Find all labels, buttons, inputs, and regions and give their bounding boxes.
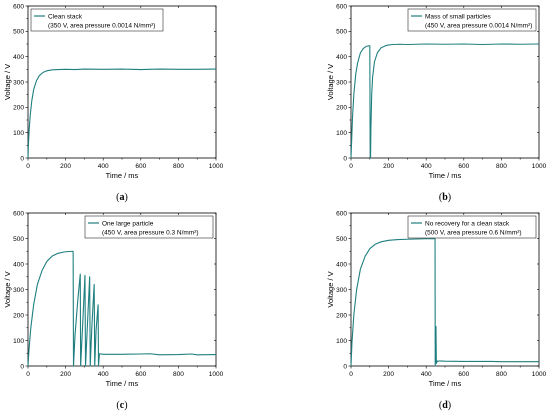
y-tick-label: 200: [13, 312, 24, 319]
x-tick-label: 1000: [209, 163, 224, 170]
x-tick-label: 1000: [532, 371, 547, 378]
y-tick-label: 400: [13, 261, 24, 268]
x-tick-label: 600: [458, 163, 469, 170]
x-tick-label: 600: [135, 371, 146, 378]
series-line: [350, 43, 540, 159]
y-tick-label: 400: [13, 54, 24, 61]
panel-label: (a): [116, 192, 128, 203]
y-tick-label: 300: [336, 79, 347, 86]
y-tick-label: 200: [336, 312, 347, 319]
panel-label: (c): [116, 400, 127, 411]
x-tick-label: 800: [496, 163, 507, 170]
y-tick-label: 400: [336, 261, 347, 268]
x-tick-label: 400: [421, 371, 432, 378]
y-tick-label: 100: [336, 338, 347, 345]
panel-label-open: (: [116, 400, 120, 411]
x-tick-label: 800: [496, 371, 507, 378]
legend-box: [30, 8, 164, 32]
y-tick-label: 0: [20, 155, 24, 162]
panel-label-close: ): [448, 192, 451, 203]
y-tick-label: 100: [13, 338, 24, 345]
legend-box: [407, 215, 537, 239]
x-tick-label: 600: [135, 163, 146, 170]
x-axis-title: Time / ms: [106, 171, 139, 180]
x-tick-label: 1000: [532, 163, 547, 170]
y-tick-label: 500: [13, 29, 24, 36]
panel-label-letter: b: [442, 192, 448, 203]
chart-panel-b: 0 200 400 600 800 10000100200300400500600Time…: [326, 3, 547, 203]
x-tick-label: 0: [26, 163, 30, 170]
legend-series-subtitle: (500 V, area pressure 0.6 N/mm²): [425, 229, 522, 236]
x-tick-label: 400: [98, 163, 109, 170]
x-tick-label: 200: [60, 163, 71, 170]
panel-label-open: (: [439, 400, 443, 411]
y-tick-label: 500: [336, 29, 347, 36]
y-tick-label: 600: [336, 210, 347, 217]
series-line: [27, 250, 217, 367]
y-tick-label: 200: [336, 105, 347, 112]
x-axis-title: Time / ms: [429, 171, 462, 180]
y-tick-label: 200: [13, 105, 24, 112]
y-tick-label: 500: [13, 236, 24, 243]
legend-series-subtitle: (450 V, area pressure 0.3 N/mm²): [102, 229, 199, 236]
x-tick-label: 600: [458, 371, 469, 378]
y-tick-label: 300: [336, 287, 347, 294]
y-tick-label: 300: [13, 79, 24, 86]
y-axis-title: Voltage / V: [326, 271, 335, 307]
panel-label-letter: a: [120, 192, 125, 203]
panel-label-open: (: [116, 192, 120, 203]
series-line: [27, 68, 217, 159]
panel-label-open: (: [439, 192, 443, 203]
panel-label-letter: d: [442, 400, 448, 411]
legend-series-name: One large particle: [102, 220, 154, 227]
y-axis-title: Voltage / V: [3, 271, 12, 307]
x-tick-label: 400: [98, 371, 109, 378]
y-axis-title: Voltage / V: [326, 64, 335, 100]
y-tick-label: 0: [343, 155, 347, 162]
y-tick-label: 400: [336, 54, 347, 61]
panel-label-close: ): [125, 192, 128, 203]
legend-series-name: No recovery for a clean stack: [425, 220, 510, 227]
legend-box: [407, 8, 537, 32]
x-axis-title: Time / ms: [106, 379, 139, 388]
y-tick-label: 600: [336, 3, 347, 10]
x-tick-label: 1000: [209, 371, 224, 378]
y-tick-label: 0: [343, 363, 347, 370]
legend-series-name: Mass of small particles: [425, 13, 491, 20]
x-tick-label: 200: [60, 371, 71, 378]
x-axis-title: Time / ms: [429, 379, 462, 388]
y-tick-label: 600: [13, 210, 24, 217]
legend-series-subtitle: (350 V, area pressure 0.0014 N/mm²): [48, 22, 155, 29]
x-tick-label: 0: [349, 163, 353, 170]
panel-label-letter: c: [120, 400, 125, 411]
panel-label: (b): [439, 192, 451, 203]
panel-label: (d): [439, 400, 451, 411]
y-tick-label: 100: [13, 130, 24, 137]
y-tick-label: 100: [336, 130, 347, 137]
x-tick-label: 800: [173, 371, 184, 378]
panel-label-close: ): [124, 400, 127, 411]
y-axis-title: Voltage / V: [3, 64, 12, 100]
x-tick-label: 0: [26, 371, 30, 378]
chart-panel-a: 0 200 400 600 800 10000100200300400500600Time…: [3, 3, 224, 203]
x-tick-label: 0: [349, 371, 353, 378]
x-tick-label: 800: [173, 163, 184, 170]
x-tick-label: 200: [383, 163, 394, 170]
x-tick-label: 400: [421, 163, 432, 170]
y-tick-label: 300: [13, 287, 24, 294]
legend-box: [84, 215, 214, 239]
legend-series-name: Clean stack: [48, 13, 83, 20]
y-tick-label: 0: [20, 363, 24, 370]
x-tick-label: 200: [383, 371, 394, 378]
series-line: [350, 238, 539, 367]
y-tick-label: 500: [336, 236, 347, 243]
panel-label-close: ): [448, 400, 451, 411]
legend-series-subtitle: (450 V, area pressure 0.0014 N/mm²): [425, 22, 532, 29]
y-tick-label: 600: [13, 3, 24, 10]
chart-panel-c: 0 200 400 600 800 10000100200300400500600Time…: [3, 210, 224, 411]
chart-panel-d: 0 200 400 600 800 10000100200300400500600Time…: [326, 210, 547, 411]
